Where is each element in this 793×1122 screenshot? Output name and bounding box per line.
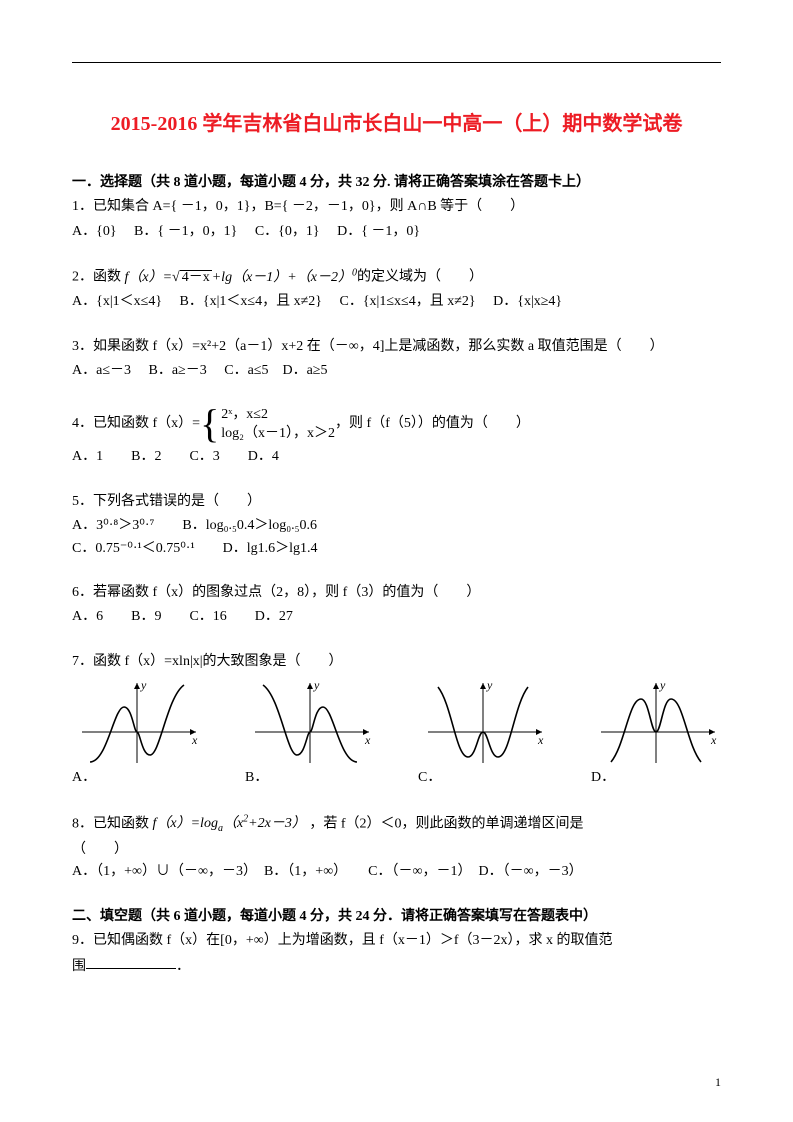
q3-stem: 3．如果函数 f（x）=x²+2（a－1）x+2 在（－∞，4]上是减函数，那么… <box>72 336 721 358</box>
question-8: 8．已知函数 f（x）=loga（x2+2x－3） ，若 f（2）＜0，则此函数… <box>72 812 721 884</box>
q2-text-a: 2．函数 <box>72 270 121 285</box>
q7-graph-b: y x B． <box>245 677 375 789</box>
q4-options: A．1 B．2 C．3 D．4 <box>72 446 721 468</box>
q2-options: A．{x|1＜x≤4} B．{x|1＜x≤4，且 x≠2} C．{x|1≤x≤4… <box>72 291 721 313</box>
svg-text:y: y <box>486 678 493 692</box>
q5-line2: C．0.75⁻⁰·¹＜0.75⁰·¹ D．lg1.6＞lg1.4 <box>72 538 721 560</box>
q7-label-d: D． <box>591 770 615 785</box>
q3-options: A．a≤－3 B．a≥－3 C．a≤5 D．a≥5 <box>72 360 721 382</box>
q6-options: A．6 B．9 C．16 D．27 <box>72 606 721 628</box>
q4-stem: 4．已知函数 f（x）= { 2ˣ，x≤2 log₂（x－1），x＞2 ，则 f… <box>72 404 721 444</box>
q8-formula: f（x）=loga（x2+2x－3） <box>153 816 306 831</box>
q9-line1: 9．已知偶函数 f（x）在[0，+∞）上为增函数，且 f（x－1）＞f（3－2x… <box>72 930 721 952</box>
top-rule <box>72 62 721 63</box>
question-2: 2．函数 f（x）=√4－x+lg（x－1）+（x－2）0的定义域为（ ） A．… <box>72 265 721 313</box>
q9-line2: 围． <box>72 953 721 978</box>
q1-options: A．{0} B．{ －1，0，1} C．{0，1} D．{ －1，0} <box>72 221 721 243</box>
svg-text:y: y <box>659 678 666 692</box>
q8-options: A．（1，+∞）∪（－∞，－3） B．（1，+∞） C．（－∞，－1） D．（－… <box>72 861 721 883</box>
question-7: 7．函数 f（x）=xln|x|的大致图象是（ ） y x A． y <box>72 651 721 790</box>
q7-graph-d: y x D． <box>591 677 721 789</box>
question-3: 3．如果函数 f（x）=x²+2（a－1）x+2 在（－∞，4]上是减函数，那么… <box>72 336 721 383</box>
svg-text:x: x <box>191 733 198 747</box>
section-2-header: 二、填空题（共 6 道小题，每道小题 4 分，共 24 分．请将正确答案填写在答… <box>72 906 721 928</box>
q6-stem: 6．若幂函数 f（x）的图象过点（2，8），则 f（3）的值为（ ） <box>72 582 721 604</box>
q1-stem: 1．已知集合 A={ －1，0，1}，B={ －2，－1，0}，则 A∩B 等于… <box>72 196 721 218</box>
q5-line1: A．3⁰·⁸＞3⁰·⁷ B．log₀.₅0.4＞log₀.₅0.6 <box>72 515 721 537</box>
question-4: 4．已知函数 f（x）= { 2ˣ，x≤2 log₂（x－1），x＞2 ，则 f… <box>72 404 721 468</box>
q7-label-a: A． <box>72 770 96 785</box>
q7-label-b: B． <box>245 770 268 785</box>
brace-icon: { <box>200 404 219 444</box>
q8-text-b: （ ） <box>72 839 721 861</box>
q7-graph-a: y x A． <box>72 677 202 789</box>
page-number: 1 <box>715 1073 721 1092</box>
question-1: 1．已知集合 A={ －1，0，1}，B={ －2，－1，0}，则 A∩B 等于… <box>72 196 721 243</box>
graph-c-svg: y x <box>418 677 548 767</box>
q8-text-mid: ，若 f（2）＜0，则此函数的单调递增区间是 <box>309 816 583 831</box>
question-5: 5．下列各式错误的是（ ） A．3⁰·⁸＞3⁰·⁷ B．log₀.₅0.4＞lo… <box>72 491 721 560</box>
exam-title: 2015-2016 学年吉林省白山市长白山一中高一（上）期中数学试卷 <box>72 108 721 140</box>
graph-b-svg: y x <box>245 677 375 767</box>
svg-text:x: x <box>710 733 717 747</box>
q4-text-a: 4．已知函数 f（x）= <box>72 413 200 435</box>
blank-underline <box>86 953 176 970</box>
svg-text:y: y <box>140 678 147 692</box>
q7-stem: 7．函数 f（x）=xln|x|的大致图象是（ ） <box>72 651 721 673</box>
q4-piecewise: { 2ˣ，x≤2 log₂（x－1），x＞2 <box>200 404 335 444</box>
question-9: 9．已知偶函数 f（x）在[0，+∞）上为增函数，且 f（x－1）＞f（3－2x… <box>72 930 721 978</box>
q7-graphs: y x A． y x B． <box>72 677 721 789</box>
q7-graph-c: y x C． <box>418 677 548 789</box>
svg-text:x: x <box>537 733 544 747</box>
q5-stem: 5．下列各式错误的是（ ） <box>72 491 721 513</box>
q2-formula: f（x）=√4－x+lg（x－1）+（x－2）0 <box>125 270 357 285</box>
q8-text-a: 8．已知函数 <box>72 816 149 831</box>
question-6: 6．若幂函数 f（x）的图象过点（2，8），则 f（3）的值为（ ） A．6 B… <box>72 582 721 629</box>
q4-piece-2: log₂（x－1），x＞2 <box>221 424 335 444</box>
q7-label-c: C． <box>418 770 441 785</box>
q2-stem: 2．函数 f（x）=√4－x+lg（x－1）+（x－2）0的定义域为（ ） <box>72 265 721 289</box>
q4-piece-1: 2ˣ，x≤2 <box>221 405 335 425</box>
graph-d-svg: y x <box>591 677 721 767</box>
svg-text:y: y <box>313 678 320 692</box>
q2-text-b: 的定义域为（ ） <box>357 270 483 285</box>
svg-text:x: x <box>364 733 371 747</box>
graph-a-svg: y x <box>72 677 202 767</box>
q8-stem: 8．已知函数 f（x）=loga（x2+2x－3） ，若 f（2）＜0，则此函数… <box>72 812 721 837</box>
section-1-header: 一．选择题（共 8 道小题，每道小题 4 分，共 32 分. 请将正确答案填涂在… <box>72 172 721 194</box>
q9-prefix: 围 <box>72 958 86 973</box>
q4-text-b: ，则 f（f（5））的值为（ ） <box>335 413 530 435</box>
